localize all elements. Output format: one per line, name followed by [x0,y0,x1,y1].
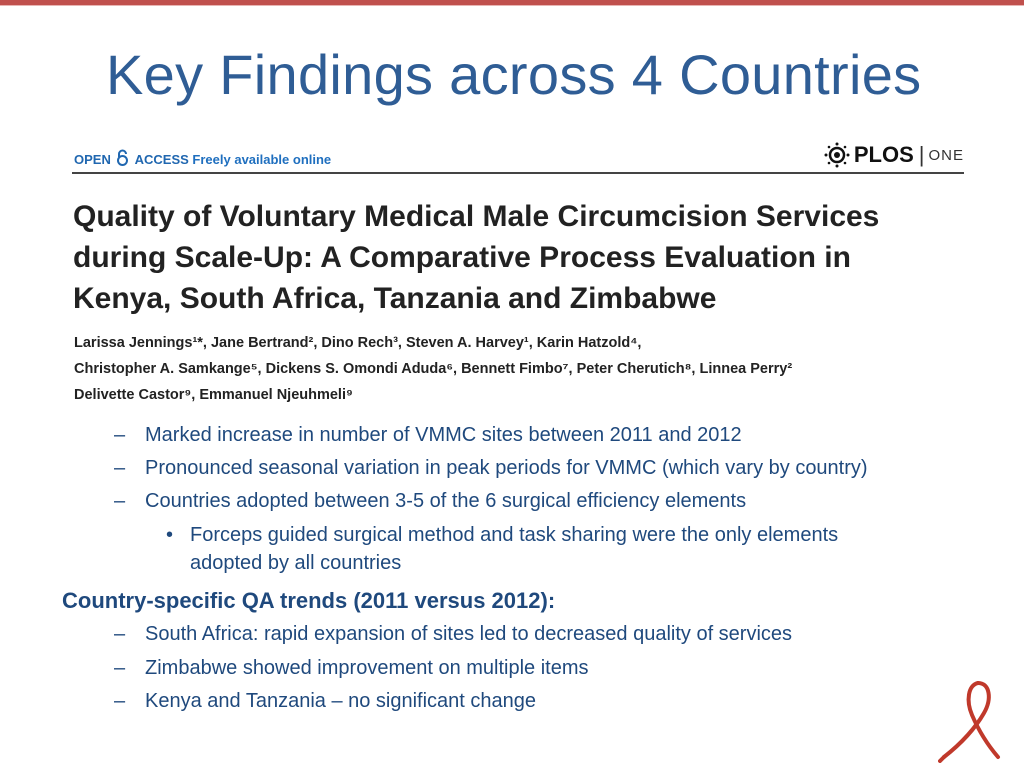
qa-item: – South Africa: rapid expansion of sites… [114,623,793,646]
sub-finding-text: Forceps guided surgical method and task … [190,524,839,546]
finding-text: Pronounced seasonal variation in peak pe… [145,457,868,479]
open-access-badge: OPEN ACCESS Freely available online [74,149,331,169]
finding-item: – Countries adopted between 3-5 of the 6… [114,490,747,513]
qa-heading: Country-specific QA trends (2011 versus … [62,588,556,613]
plos-logo: PLOS | ONE [824,142,964,168]
open-access-prefix: OPEN [74,152,111,167]
dash-marker: – [114,657,126,679]
paper-title-line: during Scale-Up: A Comparative Process E… [73,241,851,274]
journal-name: ONE [928,146,964,164]
dash-marker: – [114,457,126,479]
dash-marker: – [114,424,126,446]
header-rule [72,172,964,174]
dash-marker: – [114,623,126,645]
plos-separator: | [918,142,925,167]
dash-marker: – [114,690,126,712]
paper-title-line: Quality of Voluntary Medical Male Circum… [73,200,880,233]
paper-header-image: OPEN ACCESS Freely available online [72,140,964,405]
author-line: Delivette Castor⁹, Emmanuel Njeuhmeli⁹ [74,387,353,403]
slide-title: Key Findings across 4 Countries [106,43,922,106]
top-accent-border [0,0,1024,5]
plos-logo-icon [824,142,850,168]
open-lock-icon [116,149,129,169]
author-line: Larissa Jennings¹*, Jane Bertrand², Dino… [74,335,642,351]
top-accent-border-shadow [0,5,1024,6]
bullet-marker: • [166,524,174,546]
qa-item-text: South Africa: rapid expansion of sites l… [145,623,793,645]
sub-finding-item: • Forceps guided surgical method and tas… [166,524,839,547]
paper-authors: Larissa Jennings¹*, Jane Bertrand², Dino… [74,330,966,408]
finding-item: – Marked increase in number of VMMC site… [114,424,742,447]
freely-available-text: Freely available online [192,152,332,167]
paper-title-line: Kenya, South Africa, Tanzania and Zimbab… [73,282,717,315]
qa-item: – Kenya and Tanzania – no significant ch… [114,690,537,713]
qa-item: – Zimbabwe showed improvement on multipl… [114,657,589,680]
finding-text: Countries adopted between 3-5 of the 6 s… [145,490,747,512]
awareness-ribbon-icon [938,677,1004,768]
sub-finding-text: adopted by all countries [190,552,402,574]
paper-title: Quality of Voluntary Medical Male Circum… [73,196,965,319]
sub-finding-continuation: adopted by all countries [190,552,401,575]
open-access-label: ACCESS [134,152,189,167]
finding-item: – Pronounced seasonal variation in peak … [114,457,868,480]
qa-item-text: Kenya and Tanzania – no significant chan… [145,690,537,712]
qa-item-text: Zimbabwe showed improvement on multiple … [145,657,589,679]
plos-wordmark: PLOS [853,142,914,167]
author-line: Christopher A. Samkange⁵, Dickens S. Omo… [74,361,793,377]
finding-text: Marked increase in number of VMMC sites … [145,424,742,446]
dash-marker: – [114,490,126,512]
